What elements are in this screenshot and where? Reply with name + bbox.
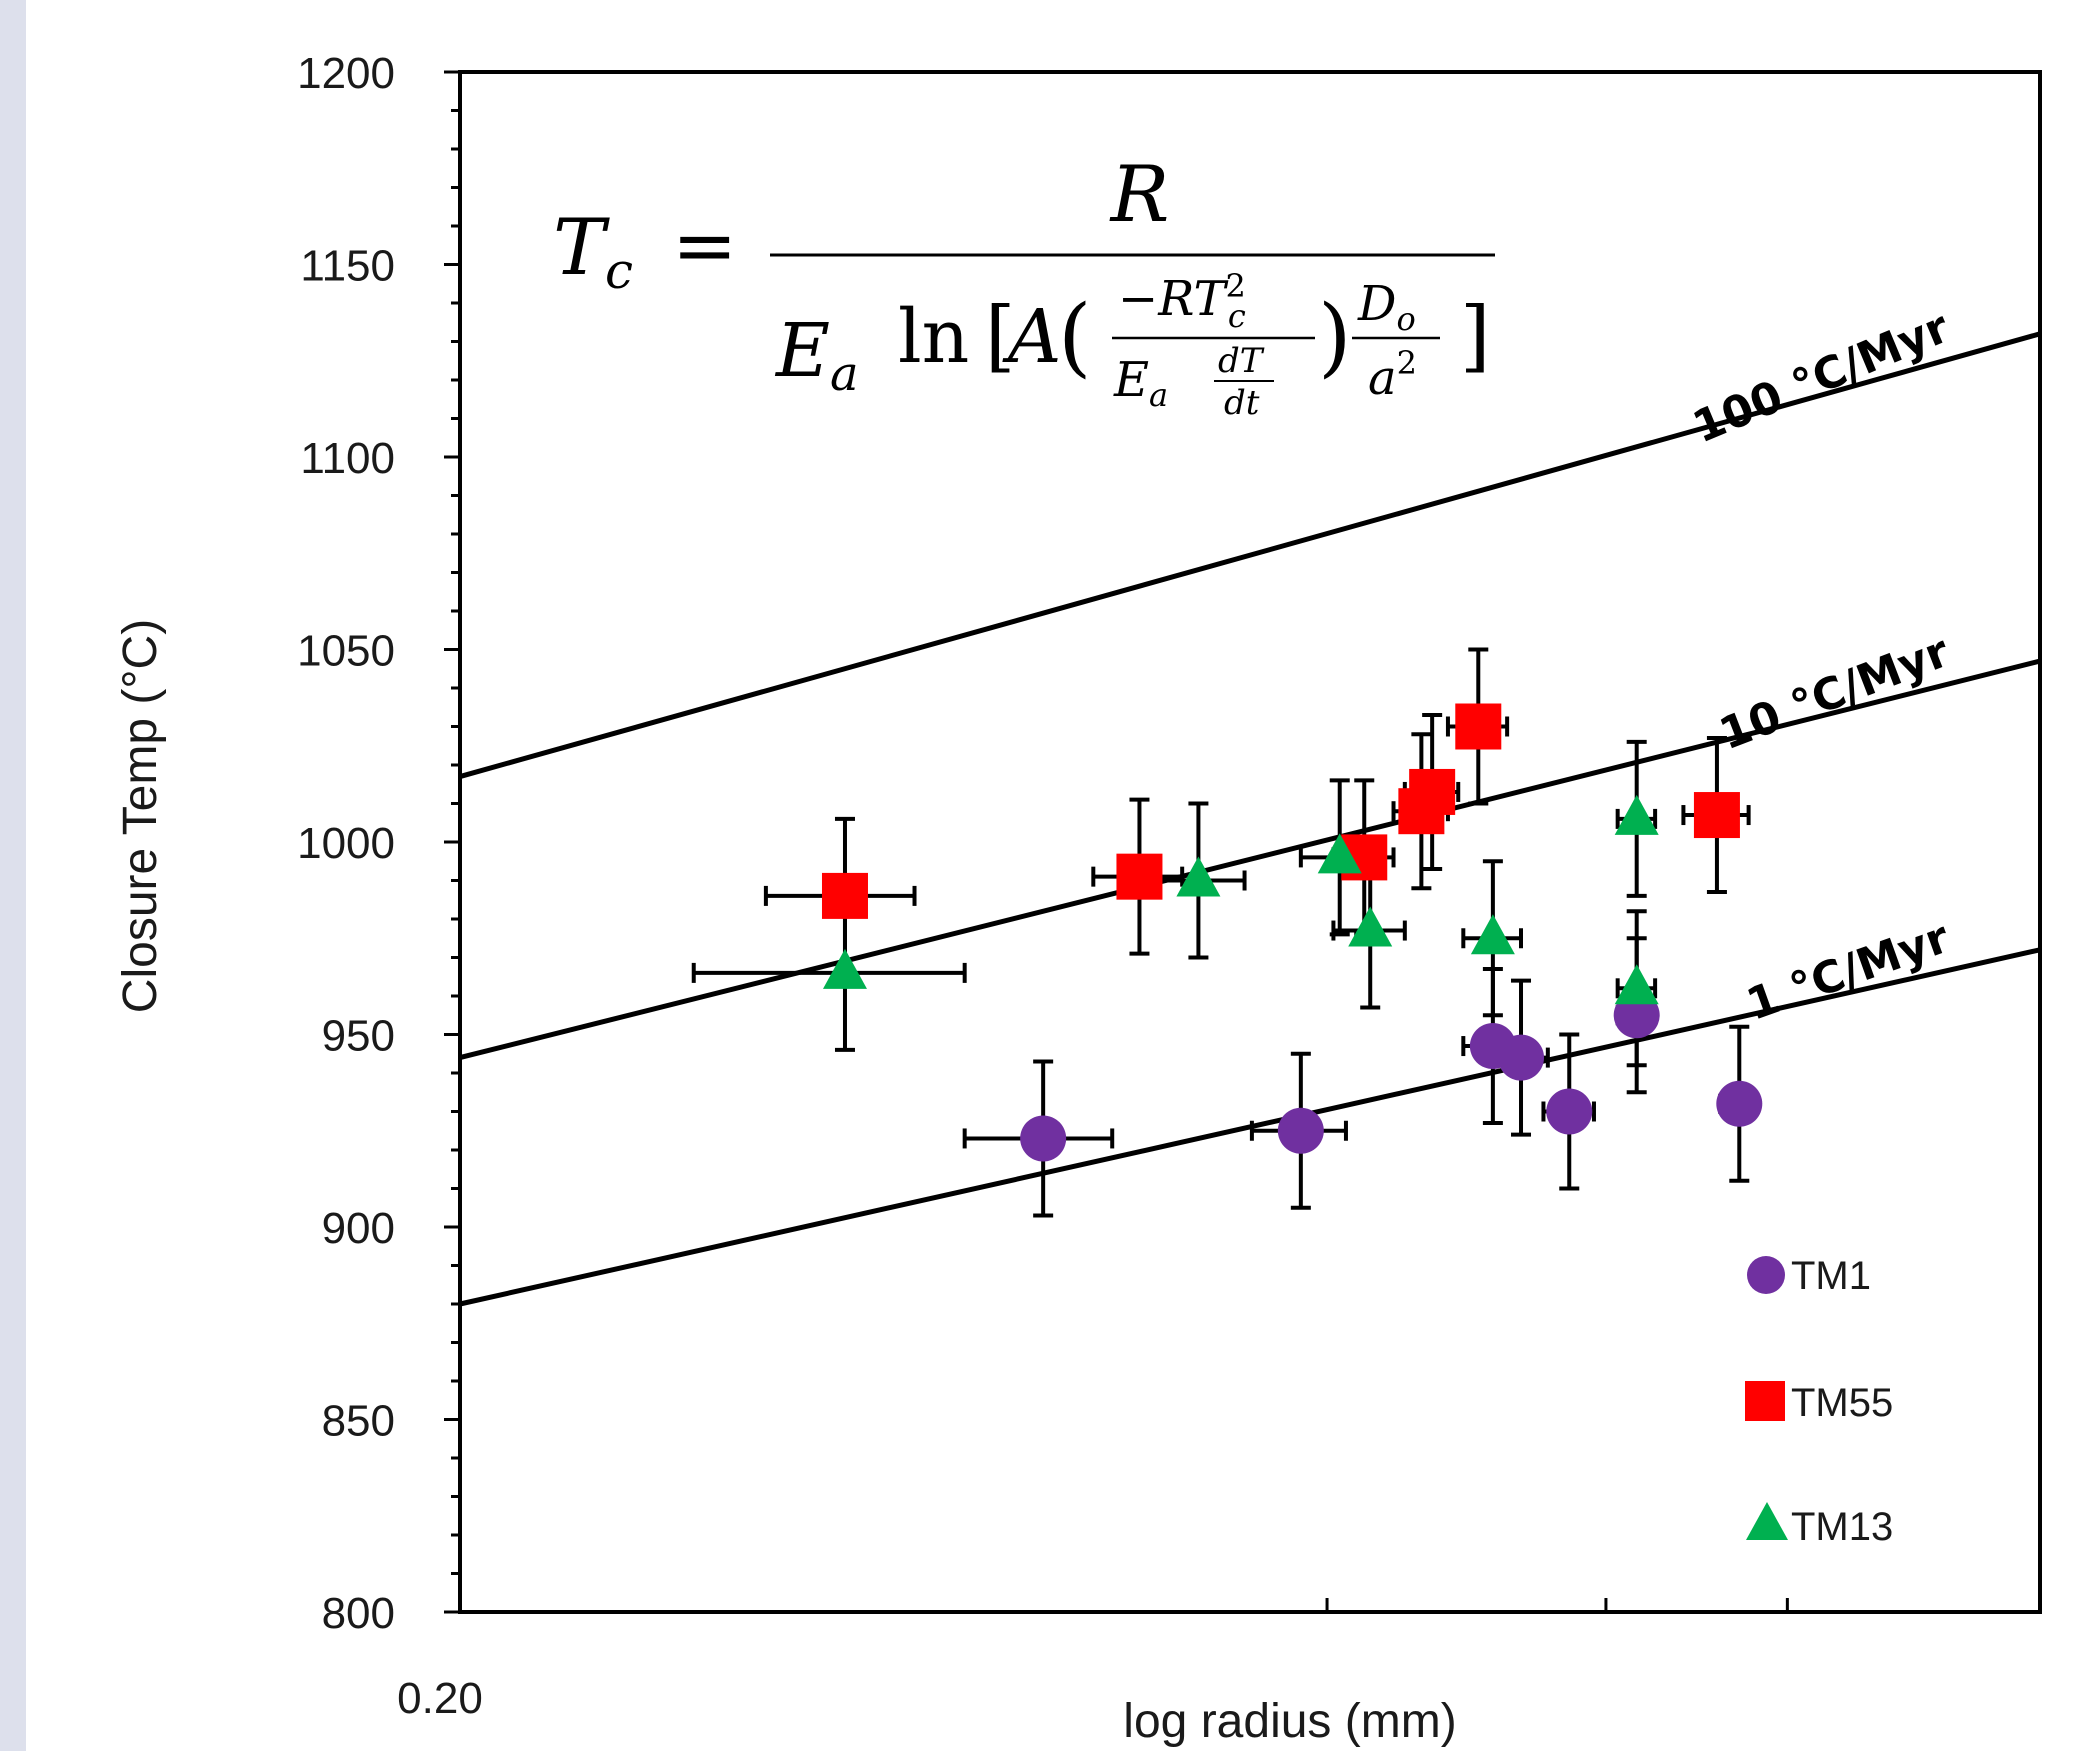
point-tm13-3 bbox=[1348, 906, 1393, 947]
axes: 800 850 900 950 1000 1050 1100 1150 1200 0.20 bbox=[297, 49, 2042, 1723]
point-tm1-6 bbox=[1716, 1080, 1763, 1127]
error-bar-tm13-0 bbox=[691, 893, 967, 1052]
legend-marker-tm55 bbox=[1745, 1381, 1785, 1421]
point-tm55-6 bbox=[1693, 792, 1740, 839]
eq-inner-num-sub: c bbox=[1228, 297, 1246, 335]
y-tick-label-950: 950 bbox=[322, 1012, 395, 1061]
point-tm55-0 bbox=[821, 872, 868, 919]
legend-label-tm13: TM13 bbox=[1791, 1505, 1893, 1549]
y-axis-title: Closure Temp (°C) bbox=[114, 619, 167, 1013]
legend-label-tm55: TM55 bbox=[1791, 1381, 1893, 1425]
x-axis-title: log radius (mm) bbox=[1123, 1695, 1456, 1748]
reference-line-10-c-myr bbox=[459, 658, 2041, 1061]
point-tm1-3 bbox=[1498, 1034, 1545, 1081]
eq-inner-den-E: E bbox=[1113, 352, 1149, 408]
eq-open-paren: ( bbox=[1058, 287, 1092, 387]
y-tick-label-800: 800 bbox=[322, 1589, 395, 1638]
point-tm13-0 bbox=[822, 948, 867, 989]
legend-marker-tm1 bbox=[1747, 1256, 1785, 1294]
point-tm13-4 bbox=[1470, 914, 1515, 955]
point-tm13-5 bbox=[1614, 794, 1659, 835]
y-tick-label-900: 900 bbox=[322, 1204, 395, 1253]
point-tm55-4 bbox=[1409, 768, 1456, 815]
eq-close-bracket: ] bbox=[1460, 291, 1490, 381]
eq-ln: ln bbox=[898, 294, 969, 380]
y-tick-label-1100: 1100 bbox=[300, 434, 395, 483]
eq-numerator: R bbox=[1109, 150, 1170, 240]
svg-text:Do: Do bbox=[1357, 276, 1416, 338]
eq-D-sub: o bbox=[1396, 300, 1415, 338]
point-tm1-1 bbox=[1277, 1107, 1324, 1154]
y-tick-label-1000: 1000 bbox=[297, 819, 395, 868]
y-tick-label-1050: 1050 bbox=[297, 627, 395, 676]
eq-inner-num-sup: 2 bbox=[1226, 267, 1246, 305]
point-tm13-2 bbox=[1317, 833, 1362, 874]
closure-temperature-equation: Tc = R Ea ln [ A ( −RT2 c Ea dT dt ) Do a… bbox=[553, 150, 1495, 423]
svg-text:Ea: Ea bbox=[774, 308, 859, 402]
eq-dt: dt bbox=[1224, 383, 1260, 423]
eq-den-coef-sub: a bbox=[830, 346, 859, 402]
eq-dT: dT bbox=[1218, 341, 1265, 381]
eq-a: a bbox=[1368, 350, 1397, 406]
point-tm13-6 bbox=[1614, 964, 1659, 1005]
reference-line-label-100-c-myr: 100 °C/Myr bbox=[1686, 302, 1957, 454]
eq-A: A bbox=[1002, 294, 1061, 380]
y-tick-label-1150: 1150 bbox=[300, 242, 395, 291]
reference-line-100-c-myr bbox=[459, 331, 2041, 779]
eq-close-paren: ) bbox=[1318, 287, 1352, 387]
x-tick-label-0-20: 0.20 bbox=[397, 1674, 483, 1723]
eq-inner-num: −RT bbox=[1118, 271, 1229, 327]
eq-equals-sign: = bbox=[672, 201, 737, 291]
svg-text:Ea: Ea bbox=[1113, 352, 1168, 414]
legend-label-tm1: TM1 bbox=[1791, 1254, 1871, 1298]
eq-den-coef: E bbox=[774, 308, 830, 394]
legend: TM1 TM55 TM13 bbox=[1745, 1254, 1893, 1549]
eq-D: D bbox=[1357, 276, 1396, 332]
y-tick-label-850: 850 bbox=[322, 1397, 395, 1446]
left-margin-strip bbox=[0, 0, 26, 1751]
svg-text:a2: a2 bbox=[1368, 344, 1417, 406]
point-tm13-1 bbox=[1176, 856, 1221, 897]
eq-lhs-sub: c bbox=[605, 242, 633, 300]
eq-lhs: T bbox=[553, 203, 610, 293]
point-tm1-0 bbox=[1020, 1115, 1067, 1162]
eq-open-bracket: [ bbox=[985, 291, 1015, 381]
point-tm1-4 bbox=[1546, 1088, 1593, 1135]
point-tm55-1 bbox=[1116, 853, 1163, 900]
legend-marker-tm13 bbox=[1746, 1502, 1788, 1540]
svg-text:Tc: Tc bbox=[553, 203, 633, 300]
point-tm55-5 bbox=[1455, 703, 1502, 750]
eq-inner-den-E-sub: a bbox=[1149, 376, 1168, 414]
eq-a-sup: 2 bbox=[1397, 344, 1417, 382]
y-tick-label-1200: 1200 bbox=[297, 49, 395, 98]
reference-line-label-1-c-myr: 1 °C/Myr bbox=[1740, 912, 1956, 1031]
data-markers bbox=[821, 703, 1763, 1162]
